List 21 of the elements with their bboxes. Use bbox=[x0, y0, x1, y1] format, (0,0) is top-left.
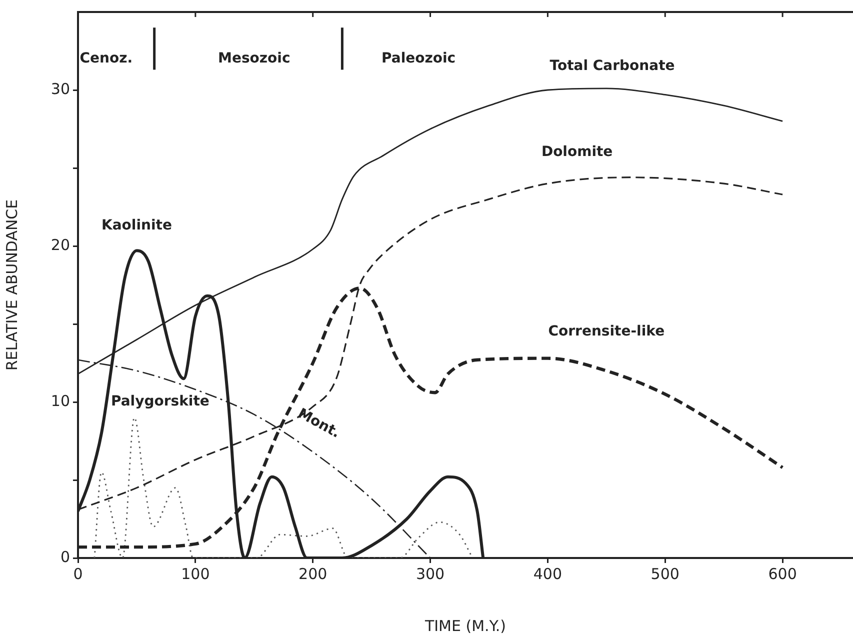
x-axis-title: TIME (M.Y.) bbox=[424, 616, 506, 635]
annotation: Total Carbonate bbox=[550, 58, 675, 74]
y-tick-label: 20 bbox=[50, 236, 70, 254]
annotation: Corrensite-like bbox=[548, 323, 665, 340]
y-axis-title: RELATIVE ABUNDANCE bbox=[2, 199, 21, 371]
x-tick-label: 200 bbox=[298, 564, 328, 583]
x-tick-label: 100 bbox=[181, 564, 210, 583]
annotation: Cenoz. bbox=[80, 50, 133, 66]
y-tick-label: 0 bbox=[60, 548, 70, 566]
annotation: Palygorskite bbox=[110, 394, 210, 410]
annotation: Dolomite bbox=[541, 144, 613, 160]
x-tick-label: 600 bbox=[768, 564, 797, 583]
annotation: Mesozoic bbox=[218, 50, 290, 66]
y-tick-label: 10 bbox=[50, 392, 70, 410]
x-tick-label: 500 bbox=[650, 564, 680, 583]
y-tick-label: 30 bbox=[50, 80, 70, 98]
x-tick-label: 300 bbox=[416, 564, 445, 583]
x-tick-label: 400 bbox=[533, 564, 562, 583]
annotation: Kaolinite bbox=[101, 217, 172, 234]
annotation: Paleozoic bbox=[381, 50, 456, 66]
x-tick-label: 0 bbox=[73, 564, 83, 583]
